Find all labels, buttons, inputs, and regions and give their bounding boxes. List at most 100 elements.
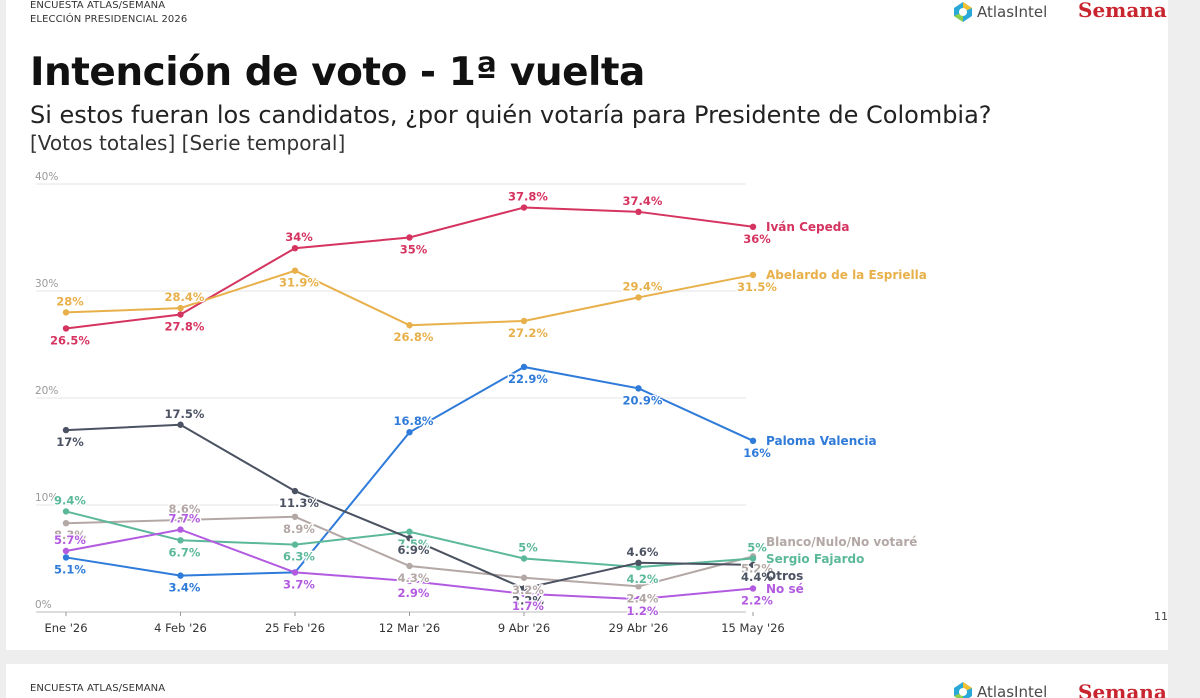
data-label: 27.2%: [508, 326, 548, 340]
data-label: 16.8%: [394, 414, 434, 428]
chart-subtitle-2: [Votos totales] [Serie temporal]: [30, 131, 346, 155]
x-tick-label: 4 Feb '26: [154, 621, 207, 635]
data-label: 27.8%: [165, 320, 205, 334]
next-survey-label: ENCUESTA ATLAS/SEMANA: [30, 683, 166, 694]
data-label: 5.2%: [741, 561, 773, 575]
atlasintel-logo-icon: [954, 2, 972, 22]
series-point: [749, 585, 757, 592]
series-point: [177, 572, 184, 579]
next-slide-header: ENCUESTA ATLAS/SEMANA AtlasIntel Semana: [6, 664, 1168, 698]
series-point: [291, 513, 299, 520]
next-atlasintel-logo-text: AtlasIntel: [977, 683, 1048, 698]
data-label: 8.6%: [169, 502, 201, 516]
series-point: [406, 234, 413, 241]
atlasintel-logo-text: AtlasIntel: [977, 3, 1048, 21]
data-label: 5.7%: [54, 533, 86, 547]
data-label: 3.4%: [169, 581, 201, 595]
series-point: [520, 317, 528, 325]
series-point: [520, 363, 528, 371]
next-semana-logo: Semana: [1078, 680, 1167, 698]
series-name-label: Paloma Valencia: [766, 434, 877, 448]
data-label: 28.4%: [165, 290, 205, 304]
series-point: [749, 271, 757, 279]
series-point: [406, 429, 413, 436]
series-point: [749, 437, 757, 444]
election-label: ELECCIÓN PRESIDENCIAL 2026: [30, 14, 188, 25]
series-point: [749, 555, 757, 562]
series-point: [291, 487, 299, 495]
y-tick-label: 10%: [35, 492, 58, 504]
data-label: 2.9%: [398, 586, 430, 600]
x-tick-label: Ene '26: [44, 621, 87, 635]
series-point: [291, 267, 299, 274]
data-label: 26.8%: [394, 330, 434, 344]
series-point: [62, 508, 70, 515]
series-point: [749, 223, 757, 230]
series-point: [520, 204, 528, 211]
series-point: [406, 577, 413, 585]
data-label: 11.3%: [279, 496, 319, 510]
data-label: 3.2%: [512, 583, 544, 597]
data-label: 37.8%: [508, 190, 548, 204]
series-point: [520, 574, 528, 581]
data-label: 34%: [285, 230, 313, 244]
series-point: [291, 541, 299, 548]
series-point: [62, 309, 70, 316]
series-point: [62, 519, 70, 527]
slide: ENCUESTA ATLAS/SEMANA ELECCIÓN PRESIDENC…: [6, 0, 1168, 650]
data-label: 2.2%: [741, 593, 773, 607]
series-name-label: Sergio Fajardo: [766, 552, 864, 566]
series-point: [177, 311, 184, 318]
data-label: 17.5%: [165, 407, 205, 421]
data-label: 36%: [743, 232, 771, 246]
next-atlasintel-logo: AtlasIntel: [952, 680, 1047, 698]
data-label: 2.2%: [512, 593, 544, 607]
data-label: 3.7%: [283, 577, 315, 591]
chart-title: Intención de voto - 1ª vuelta: [30, 50, 645, 95]
series-point: [635, 294, 642, 301]
x-tick-label: 29 Abr '26: [609, 621, 669, 635]
series-point: [62, 426, 70, 434]
series-point: [177, 304, 184, 312]
data-label: 6.3%: [283, 550, 315, 564]
series-point: [635, 583, 642, 590]
y-tick-label: 20%: [35, 385, 58, 397]
data-label: 31.9%: [279, 276, 319, 290]
data-label: 4.2%: [627, 572, 659, 586]
series-point: [635, 208, 642, 216]
x-tick-label: 15 May '26: [721, 621, 785, 635]
data-label: 8.9%: [283, 522, 315, 536]
data-label: 7.7%: [169, 512, 201, 526]
data-label: 1.7%: [512, 599, 544, 613]
y-tick-label: 30%: [35, 278, 58, 290]
series-point: [406, 322, 413, 329]
series-point: [749, 561, 757, 569]
data-label: 3.7%: [283, 577, 315, 591]
data-label: 16%: [743, 446, 771, 460]
y-tick-label: 40%: [35, 171, 58, 183]
series-point: [406, 528, 413, 535]
data-label: 17%: [56, 435, 84, 449]
data-label: 31.5%: [737, 280, 777, 294]
data-label: 22.9%: [508, 372, 548, 386]
survey-label: ENCUESTA ATLAS/SEMANA: [30, 0, 166, 11]
data-label: 5%: [518, 541, 538, 555]
series-point: [520, 555, 528, 562]
semana-logo: Semana: [1078, 0, 1167, 22]
series-point: [177, 537, 184, 544]
data-label: 2.4%: [627, 591, 659, 605]
x-tick-label: 9 Abr '26: [498, 621, 550, 635]
data-label: 7.5%: [398, 537, 430, 551]
series-name-label: Abelardo de la Espriella: [766, 268, 927, 282]
y-tick-label: 0%: [35, 599, 52, 611]
data-label: 1.2%: [627, 604, 659, 618]
series-point: [520, 585, 528, 592]
data-label: 6.7%: [169, 545, 201, 559]
series-point: [177, 526, 184, 533]
series-point: [520, 590, 528, 598]
series-point: [635, 595, 642, 603]
series-point: [177, 516, 184, 524]
data-label: 26.5%: [50, 333, 90, 347]
data-label: 4.6%: [627, 545, 659, 559]
series-point: [291, 569, 299, 576]
